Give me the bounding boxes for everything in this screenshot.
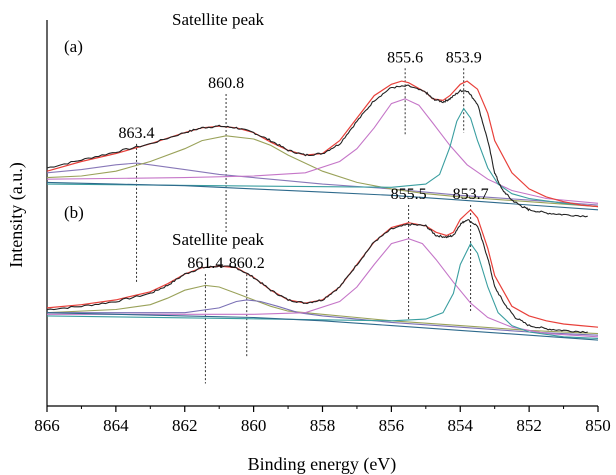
panel-a-peak-label-853.9: 853.9 [446,49,482,66]
x-tick-label-860: 860 [241,416,267,435]
x-tick-labels: 866 864 862 860 858 856 854 852 850 [34,416,611,435]
panel-b-label: (b) [64,203,84,222]
panel-b-component-2 [47,299,599,336]
x-tick-label-852: 852 [516,416,542,435]
panel-a-component-2 [46,135,599,208]
panel-b-fitted-curve [46,208,599,328]
panel-a-component-5 [46,181,599,211]
x-tick-label-856: 856 [379,416,405,435]
panel-a-label: (a) [64,37,83,56]
panel-b-component-4 [46,242,599,339]
x-axis-title: Binding energy (eV) [248,454,397,475]
panel-b-peak-label-855.5: 855.5 [391,186,427,203]
series-layer [46,80,599,341]
panel-a-component-4 [46,107,599,208]
panel-a-peak-label-860.8: 860.8 [208,75,244,92]
panel-b-component-1 [46,284,599,335]
x-tick-label-866: 866 [34,416,60,435]
peak-labels: 863.4 860.8 855.6 853.9 861.4 860.2 855.5 853.7 [119,49,489,272]
panel-a-peak-label-855.6: 855.6 [387,49,423,66]
panel-b-component-3 [47,238,599,338]
panel-b-peak-label-853.7: 853.7 [453,186,489,203]
panel-b-peak-label-860.2: 860.2 [229,255,265,272]
panel-b-peak-label-861.4: 861.4 [187,255,223,272]
panel-a-experimental-curve [46,84,588,218]
x-tick-label-858: 858 [310,416,336,435]
x-tick-label-862: 862 [172,416,198,435]
x-ticks [46,406,599,412]
annotations: (a) Satellite peak (b) Satellite peak [64,10,265,249]
panel-a-satellite-label: Satellite peak [172,10,265,29]
peak-marker-lines [136,68,472,384]
panel-a-peak-label-863.4: 863.4 [119,125,155,142]
x-tick-label-850: 850 [585,416,611,435]
x-tick-label-854: 854 [448,416,474,435]
panel-b-experimental-curve [46,218,588,334]
panel-a-fitted-curve [46,80,599,208]
panel-b-satellite-label: Satellite peak [172,230,265,249]
plot-area [46,20,599,407]
panel-a-component-3 [46,98,599,204]
y-axis-title: Intensity (a.u.) [6,162,27,267]
panel-b-component-5 [46,312,599,341]
x-tick-label-864: 864 [103,416,129,435]
